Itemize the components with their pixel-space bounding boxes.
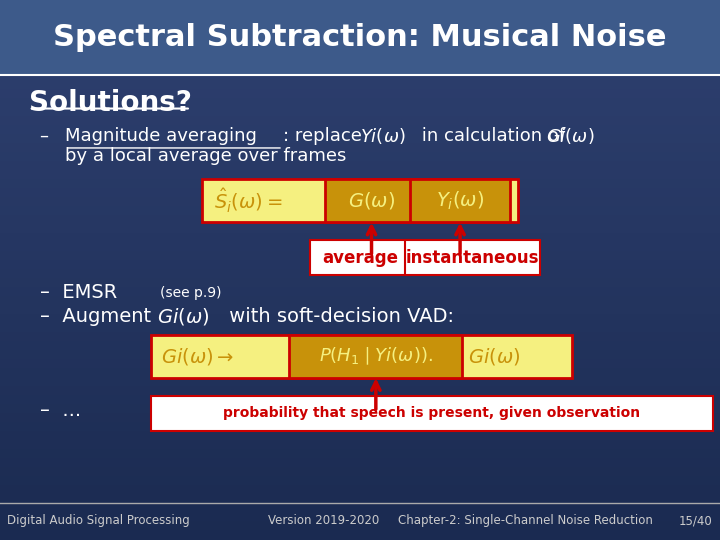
Bar — [0, 423, 720, 432]
Bar — [0, 207, 720, 216]
Bar — [0, 378, 720, 387]
Bar — [0, 0, 720, 9]
Bar — [0, 117, 720, 126]
Text: –  ...: – ... — [40, 401, 81, 420]
Bar — [0, 279, 720, 288]
FancyBboxPatch shape — [410, 179, 510, 222]
Bar — [0, 297, 720, 306]
Bar — [0, 441, 720, 450]
Bar — [0, 387, 720, 396]
Bar — [0, 405, 720, 414]
Bar — [0, 72, 720, 81]
Bar — [0, 432, 720, 441]
Text: average: average — [322, 248, 398, 267]
Bar — [0, 513, 720, 522]
Bar — [0, 333, 720, 342]
Bar — [0, 27, 720, 36]
FancyBboxPatch shape — [202, 179, 518, 222]
FancyBboxPatch shape — [405, 240, 540, 275]
Bar — [0, 234, 720, 243]
Bar — [0, 351, 720, 360]
Text: Version 2019-2020: Version 2019-2020 — [269, 514, 379, 527]
Bar — [0, 396, 720, 405]
Bar — [0, 270, 720, 279]
Bar — [0, 522, 720, 531]
Bar — [0, 198, 720, 207]
Bar — [0, 225, 720, 234]
Text: $G(\omega)$: $G(\omega)$ — [348, 191, 395, 211]
Bar — [0, 369, 720, 378]
Text: by a local average over frames: by a local average over frames — [65, 146, 346, 165]
Text: –  Augment: – Augment — [40, 307, 157, 327]
Text: : replace: : replace — [283, 127, 368, 145]
Bar — [0, 243, 720, 252]
Bar — [0, 171, 720, 180]
Bar — [0, 189, 720, 198]
FancyBboxPatch shape — [151, 395, 713, 431]
Bar — [0, 216, 720, 225]
Text: (see p.9): (see p.9) — [160, 286, 221, 300]
Bar — [0, 162, 720, 171]
Bar — [0, 54, 720, 63]
Bar — [0, 306, 720, 315]
Bar — [0, 45, 720, 54]
Text: $Yi(\omega)$: $Yi(\omega)$ — [360, 126, 405, 146]
Bar — [0, 486, 720, 495]
Text: probability that speech is present, given observation: probability that speech is present, give… — [223, 406, 641, 420]
Text: 15/40: 15/40 — [679, 514, 713, 527]
Text: $Gi(\omega)$: $Gi(\omega)$ — [468, 346, 521, 367]
Bar — [0, 126, 720, 135]
Text: Spectral Subtraction: Musical Noise: Spectral Subtraction: Musical Noise — [53, 23, 667, 52]
Bar — [0, 477, 720, 486]
Text: $P(H_1 \mid Yi(\omega)).$: $P(H_1 \mid Yi(\omega)).$ — [319, 346, 433, 367]
Text: $Gi(\omega) \rightarrow$: $Gi(\omega) \rightarrow$ — [161, 346, 234, 367]
Bar — [0, 261, 720, 270]
Text: instantaneous: instantaneous — [405, 248, 539, 267]
Bar — [0, 81, 720, 90]
Text: –: – — [40, 127, 49, 145]
Bar — [0, 531, 720, 540]
Bar — [0, 90, 720, 99]
FancyBboxPatch shape — [151, 335, 572, 378]
Text: $Gi(\omega)$: $Gi(\omega)$ — [546, 126, 594, 146]
Text: $Gi(\omega)$: $Gi(\omega)$ — [157, 307, 210, 327]
FancyBboxPatch shape — [0, 0, 720, 75]
Bar — [0, 504, 720, 513]
Bar — [0, 468, 720, 477]
Text: $\hat{S}_i(\omega) =$: $\hat{S}_i(\omega) =$ — [214, 187, 282, 215]
Bar — [0, 135, 720, 144]
Bar — [0, 63, 720, 72]
Bar — [0, 315, 720, 324]
Bar — [0, 9, 720, 18]
Bar — [0, 144, 720, 153]
Bar — [0, 414, 720, 423]
Text: in calculation of: in calculation of — [416, 127, 571, 145]
FancyBboxPatch shape — [310, 240, 410, 275]
Bar — [0, 99, 720, 108]
Bar — [0, 288, 720, 297]
Text: $Y_i(\omega)$: $Y_i(\omega)$ — [436, 190, 484, 212]
Bar — [0, 252, 720, 261]
Text: Solutions?: Solutions? — [29, 89, 192, 117]
Bar — [0, 180, 720, 189]
Bar — [0, 153, 720, 162]
Text: Digital Audio Signal Processing: Digital Audio Signal Processing — [7, 514, 190, 527]
Text: –  EMSR: – EMSR — [40, 283, 117, 302]
Bar — [0, 18, 720, 27]
FancyBboxPatch shape — [325, 179, 418, 222]
Bar — [0, 324, 720, 333]
Bar — [0, 342, 720, 351]
Text: with soft-decision VAD:: with soft-decision VAD: — [223, 307, 454, 327]
Bar — [0, 495, 720, 504]
Bar — [0, 36, 720, 45]
FancyBboxPatch shape — [289, 335, 462, 378]
Bar — [0, 360, 720, 369]
Bar — [0, 108, 720, 117]
Bar — [0, 459, 720, 468]
Text: Magnitude averaging: Magnitude averaging — [65, 127, 256, 145]
Text: Chapter-2: Single-Channel Noise Reduction: Chapter-2: Single-Channel Noise Reductio… — [398, 514, 653, 527]
Bar — [0, 450, 720, 459]
